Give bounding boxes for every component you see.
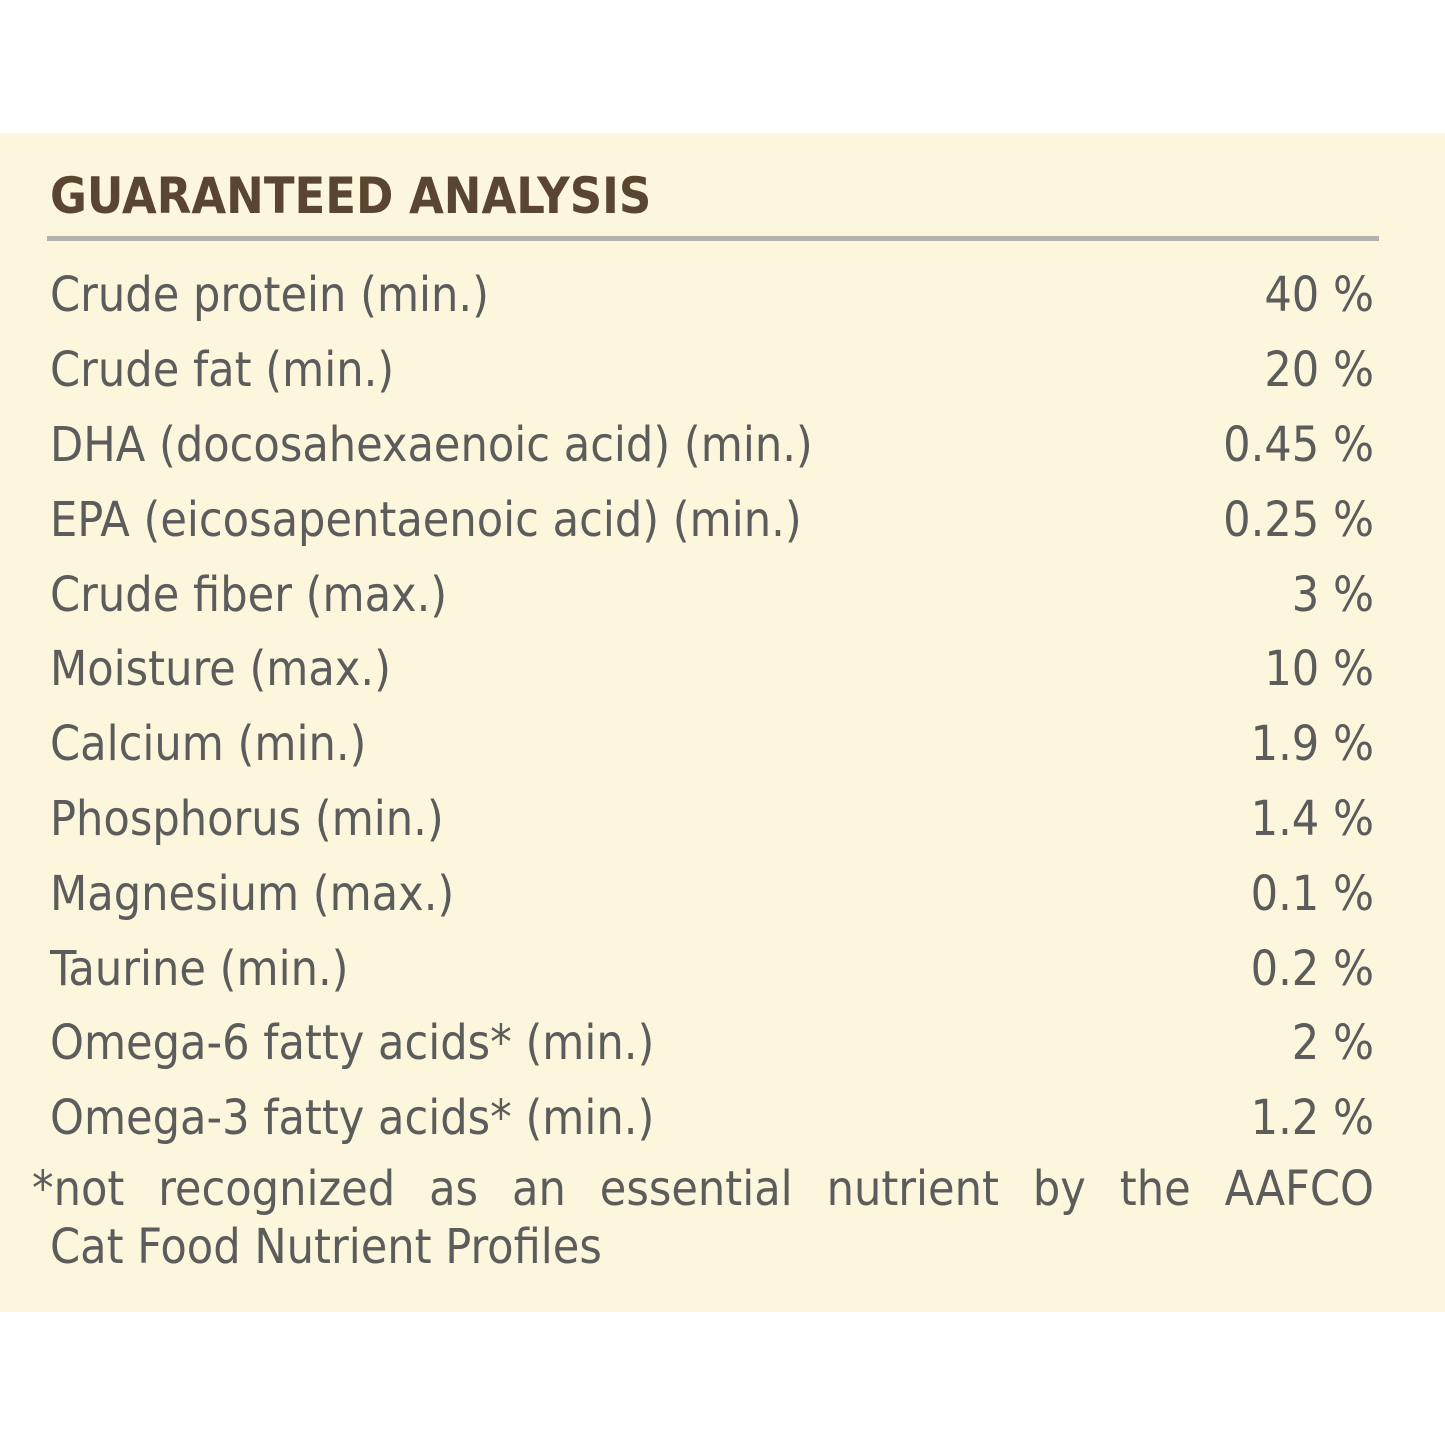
nutrient-value: 10 % [1264,641,1374,698]
table-row: Crude protein (min.) 40 % [50,258,1374,333]
table-row: Magnesium (max.) 0.1 % [50,856,1374,931]
nutrient-name: Omega-6 fatty acids* (min.) [50,1015,655,1072]
nutrient-name: Phosphorus (min.) [50,790,444,847]
footnote: *not recognized as an essential nutrient… [32,1160,1374,1276]
nutrient-value: 20 % [1264,342,1374,399]
title-divider [47,236,1379,241]
table-row: Omega-6 fatty acids* (min.) 2 % [50,1006,1374,1081]
table-row: Crude fiber (max.) 3 % [50,557,1374,632]
nutrient-name: Moisture (max.) [50,641,391,698]
table-row: DHA (docosahexaenoic acid) (min.) 0.45 % [50,408,1374,483]
table-row: Calcium (min.) 1.9 % [50,707,1374,782]
table-row: EPA (eicosapentaenoic acid) (min.) 0.25 … [50,482,1374,557]
nutrient-name: Crude fiber (max.) [50,566,448,623]
nutrient-value: 3 % [1291,566,1374,623]
nutrient-value: 1.4 % [1250,790,1374,847]
table-row: Omega-3 fatty acids* (min.) 1.2 % [50,1081,1374,1156]
analysis-panel [0,133,1445,1312]
nutrient-name: EPA (eicosapentaenoic acid) (min.) [50,491,802,548]
nutrient-value: 40 % [1264,267,1374,324]
nutrient-value: 1.2 % [1250,1090,1374,1147]
footnote-line-1: *not recognized as an essential nutrient… [32,1161,1374,1217]
nutrient-value: 0.2 % [1250,940,1374,997]
nutrient-name: Crude protein (min.) [50,267,489,324]
nutrient-name: DHA (docosahexaenoic acid) (min.) [50,416,813,473]
analysis-table: Crude protein (min.) 40 % Crude fat (min… [50,258,1374,1156]
nutrient-value: 0.45 % [1223,416,1374,473]
table-row: Taurine (min.) 0.2 % [50,931,1374,1006]
nutrient-name: Calcium (min.) [50,716,367,773]
nutrient-name: Crude fat (min.) [50,342,395,399]
nutrient-name: Taurine (min.) [50,940,349,997]
footnote-line-2: Cat Food Nutrient Profiles [50,1219,602,1275]
nutrient-value: 1.9 % [1250,716,1374,773]
nutrient-name: Omega-3 fatty acids* (min.) [50,1090,655,1147]
nutrient-name: Magnesium (max.) [50,865,455,922]
table-row: Moisture (max.) 10 % [50,632,1374,707]
table-row: Phosphorus (min.) 1.4 % [50,782,1374,857]
nutrient-value: 2 % [1291,1015,1374,1072]
nutrient-value: 0.1 % [1250,865,1374,922]
page-title: GUARANTEED ANALYSIS [50,167,652,225]
table-row: Crude fat (min.) 20 % [50,333,1374,408]
nutrient-value: 0.25 % [1223,491,1374,548]
